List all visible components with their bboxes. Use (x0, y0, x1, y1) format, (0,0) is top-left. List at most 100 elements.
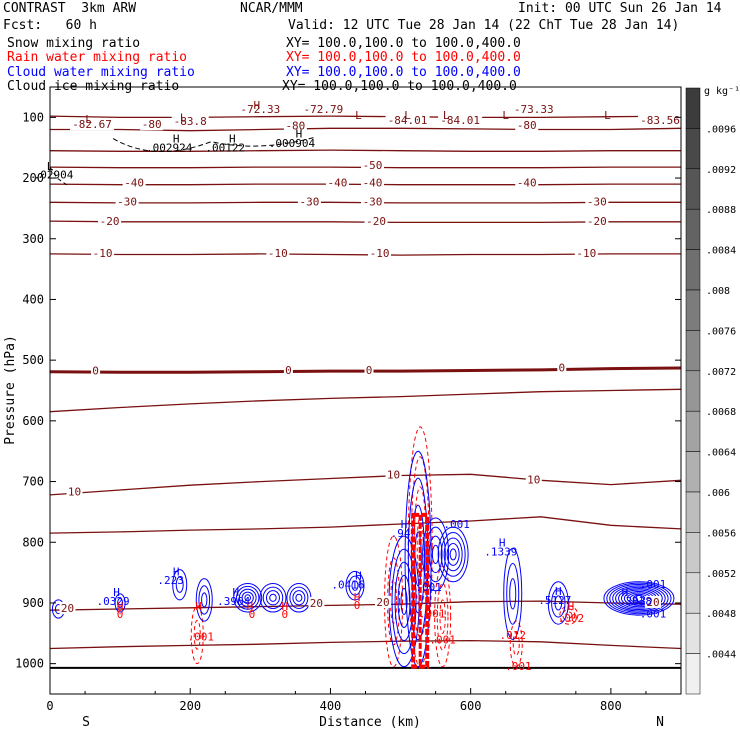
temperature-contour-label: -72.79 (304, 103, 344, 116)
cloud-water-contour (391, 548, 417, 655)
field-cloud-water-xy: XY= 100.0,100.0 to 100.0,400.0 (286, 65, 521, 80)
contour-label-bg (385, 113, 430, 126)
rain-contour (509, 620, 523, 668)
contour-labels: -82.67 -80 -83.8 -72.33 -72.79 -84.01 -84.01 -7… (34, 99, 682, 673)
cloud-water-contour (606, 582, 672, 615)
colorbar-swatch (685, 249, 701, 291)
ice-annotation: .002924 (146, 142, 193, 155)
ice-annotation: .000904 (269, 137, 316, 150)
x-tick-label: 0 (46, 699, 53, 713)
colorbar-unit: g kg⁻¹ (704, 86, 740, 97)
temperature-contour-label: 10 (527, 473, 540, 486)
colorbar: .0096 .0092 .0088 .0084 .008 .0076 .0072 .0068.… (685, 87, 736, 695)
rain-annotation: 0 (354, 599, 361, 612)
cloud-water-contour (265, 590, 280, 606)
temperature-contour-label: -30 (299, 195, 319, 208)
cloud_water-annotation: .001 (415, 581, 442, 594)
cloud_water-annotation: H (555, 585, 562, 598)
rain-contour (512, 632, 520, 656)
contour-label-bg (283, 364, 293, 377)
temperature-contour-label: 0 (366, 364, 373, 377)
contour-label-bg (308, 597, 325, 610)
colorbar-label: .0068 (706, 407, 736, 418)
y-tick-label: 800 (22, 535, 44, 549)
contour-label-bg (375, 595, 392, 608)
cloud-water-contour (238, 588, 257, 607)
colorbar-swatch (685, 491, 701, 533)
temperature-contour-label: -40 (124, 177, 144, 190)
temperature-contour-label: -20 (587, 215, 607, 228)
rain-annotation: .001 (505, 660, 532, 673)
rain-annotation: 0 (282, 608, 289, 621)
cloud-water-contour (603, 581, 675, 616)
temperature-contour-label: 20 (376, 596, 389, 609)
heavy-precip-column (411, 512, 430, 669)
rain-annotation: 0 (249, 608, 256, 621)
cloud-water-contour (609, 583, 669, 613)
temperature-contour-label: 0 (92, 365, 99, 378)
cloud_water-annotation: .1339 (484, 545, 517, 558)
colorbar-label: .0048 (706, 609, 736, 620)
contour-label-bg (525, 473, 542, 486)
colorbar-swatch (685, 653, 701, 695)
cloud-water-contour (506, 562, 520, 625)
cloud-water-contours (51, 450, 675, 668)
x-tick-label: 800 (600, 699, 622, 713)
colorbar-swatch (685, 612, 701, 654)
temperature-contour-label: -20 (100, 215, 120, 228)
cloud-water-contour (351, 580, 359, 591)
rain-contour (565, 611, 573, 619)
contour-label-bg (115, 195, 139, 208)
ice-annotation: .00122 (205, 142, 245, 155)
rain-annotation: .001 (419, 607, 446, 620)
colorbar-swatch (685, 128, 701, 170)
contour-label-bg (557, 361, 567, 374)
colorbar-swatch (685, 572, 701, 614)
y-tick-label: 600 (22, 414, 44, 428)
field-rain-name: Rain water mixing ratio (7, 50, 188, 65)
cloud-water-contour (554, 595, 563, 611)
cloud-water-contour (233, 583, 263, 613)
contour-label-bg (515, 176, 539, 189)
cloud-water-contour (551, 588, 566, 618)
x-tick-label: 200 (179, 699, 201, 713)
temperature-contour-label: -83.56 (640, 114, 680, 127)
y-tick-label: 1000 (15, 657, 44, 671)
cloud-water-contour (411, 504, 426, 614)
rain-annotation: .001 (187, 630, 214, 643)
cloud_water-annotation: H (401, 518, 408, 531)
cloud-water-contour (400, 587, 408, 615)
colorbar-label: .008 (706, 286, 730, 297)
rain-annotation: .012 (499, 629, 526, 642)
x-axis-north-label: N (656, 715, 664, 730)
colorbar-label: .0092 (706, 165, 736, 176)
rain-contour (193, 619, 201, 650)
cloud-water-contour (286, 583, 312, 613)
cloud_water-annotation: H (355, 570, 362, 583)
cloud-water-contour (446, 542, 460, 566)
snow-contours (411, 512, 430, 669)
org-title: NCAR/MMM (240, 1, 303, 16)
contour-label-bg (70, 118, 115, 131)
x-tick-label: 400 (320, 699, 342, 713)
temperature-contour-line (49, 115, 682, 119)
contour-label-bg (66, 485, 83, 498)
field-snow-name: Snow mixing ratio (7, 36, 141, 51)
temperature-extremum-marker: L (502, 109, 509, 122)
rain-contour (439, 599, 446, 634)
cloud-water-contour (547, 581, 569, 625)
temperature-contour-label: -10 (93, 247, 113, 260)
cloud-water-contour (404, 450, 432, 668)
colorbar-swatch (685, 289, 701, 331)
temperature-contour-label: -72.33 (240, 103, 280, 116)
cloud-water-contour (612, 585, 666, 612)
contour-label-bg (91, 246, 115, 259)
temperature-contour-line (49, 473, 682, 496)
contour-label-bg (361, 176, 385, 189)
colorbar-label: .0084 (706, 246, 736, 257)
rain-contour (190, 605, 204, 665)
cloud-water-contour (269, 593, 277, 602)
cloud-ice-contour (112, 136, 317, 153)
cloud-water-contour (348, 575, 362, 596)
